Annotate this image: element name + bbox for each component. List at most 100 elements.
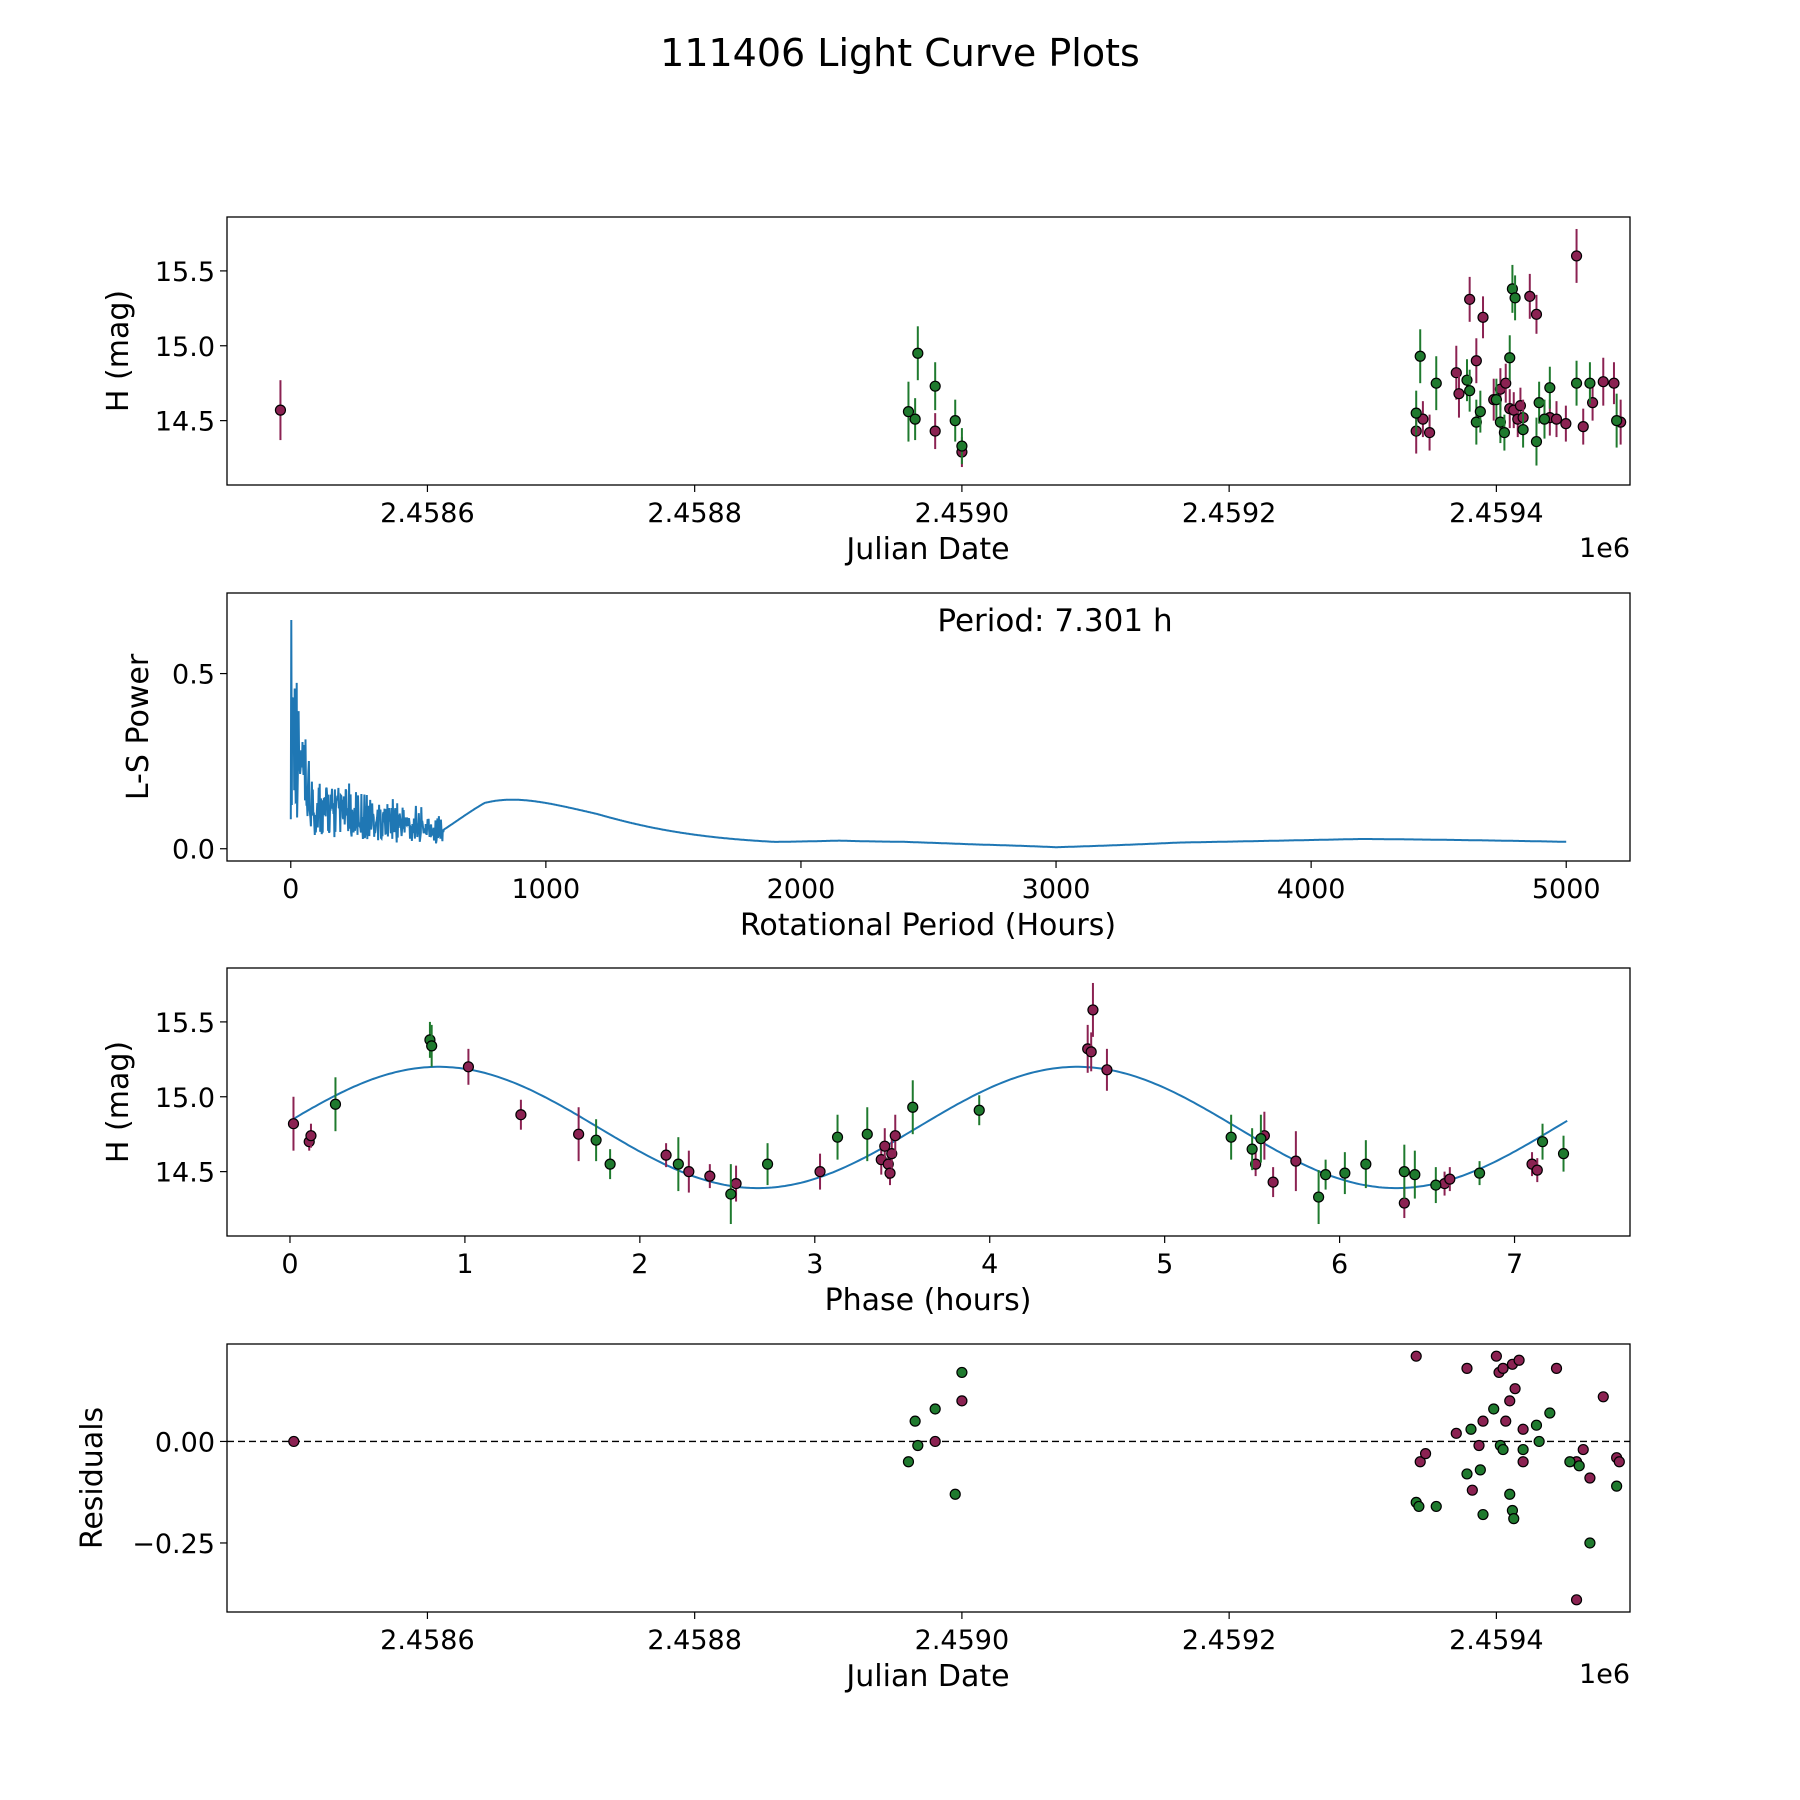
data-point-green: [761, 1158, 774, 1170]
residuals-xtick-label: 2.4588: [647, 1625, 741, 1656]
data-point-magenta: [462, 1061, 475, 1073]
data-point-magenta: [1087, 1004, 1099, 1016]
data-point-magenta: [1584, 1472, 1596, 1484]
light-curve-ticks: 2.4586 2.4588 2.4590 2.4592 2.4594 14.5 15.0 15…: [155, 257, 1544, 529]
data-point-magenta: [1550, 1362, 1563, 1374]
data-point-magenta: [889, 1130, 901, 1142]
light-curve-xlabel: Julian Date: [844, 532, 1009, 567]
data-point-green: [1570, 377, 1583, 389]
data-point-green: [1504, 1488, 1516, 1500]
data-point-green: [1313, 1191, 1325, 1203]
data-point-magenta: [1490, 1350, 1502, 1362]
phased-curve-ytick-label: 15.0: [155, 1083, 215, 1114]
data-point-green: [1413, 1500, 1425, 1513]
data-point-magenta: [1597, 1391, 1609, 1403]
data-point-magenta: [274, 404, 287, 416]
data-point-magenta: [1550, 413, 1563, 425]
data-point-magenta: [884, 1167, 896, 1179]
data-point-green: [902, 406, 915, 418]
data-point-green: [929, 1403, 941, 1415]
data-point-green: [956, 440, 968, 452]
data-point-green: [1398, 1166, 1410, 1178]
period-annotation: Period: 7.301 h: [937, 603, 1172, 639]
data-point-green: [426, 1040, 438, 1052]
data-point-green: [973, 1104, 985, 1116]
data-point-magenta: [1597, 376, 1609, 388]
data-point-green: [1246, 1143, 1258, 1155]
data-point-green: [1255, 1133, 1267, 1145]
periodogram-ytick-label: 0.0: [172, 835, 215, 866]
data-point-magenta: [1500, 1415, 1512, 1427]
light-curve-xtick-label: 2.4586: [380, 498, 474, 529]
data-point-magenta: [683, 1166, 695, 1178]
data-point-green: [1320, 1169, 1332, 1181]
residuals-xtick-label: 2.4586: [380, 1625, 474, 1656]
data-point-magenta: [1453, 388, 1465, 400]
periodogram-xtick-label: 0: [282, 874, 299, 905]
data-point-magenta: [1513, 1354, 1525, 1366]
data-point-green: [1414, 350, 1426, 362]
data-point-green: [831, 1131, 844, 1143]
periodogram-xtick-label: 5000: [1532, 874, 1601, 905]
data-point-magenta: [288, 1435, 300, 1448]
light-curve-ytick-label: 15.5: [155, 257, 215, 288]
data-point-green: [1339, 1167, 1351, 1179]
data-point-green: [1536, 1136, 1549, 1148]
phased-curve-marks: [287, 982, 1570, 1225]
data-point-green: [1410, 407, 1422, 419]
data-point-magenta: [1423, 426, 1436, 439]
phased-curve-xtick-label: 7: [1506, 1249, 1523, 1280]
data-point-green: [1517, 1443, 1529, 1456]
data-point-green: [907, 1101, 919, 1113]
data-point-green: [1538, 413, 1551, 425]
light-curve-frame: [226, 216, 1631, 486]
residuals-xtick-label: 2.4592: [1182, 1625, 1276, 1656]
light-curve-ylabel: H (mag): [101, 290, 136, 412]
data-point-green: [912, 347, 924, 359]
periodogram-ticks: 0 1000 2000 3000 4000 5000 0.0 0.5: [172, 660, 1601, 905]
data-point-green: [1497, 1443, 1509, 1456]
periodogram-marks: [289, 619, 1567, 849]
data-point-magenta: [573, 1128, 585, 1140]
phased-curve-ytick-label: 14.5: [155, 1158, 215, 1189]
data-point-magenta: [1466, 1484, 1478, 1496]
data-point-magenta: [1608, 377, 1620, 389]
data-point-magenta: [929, 1435, 941, 1448]
data-point-green: [1465, 1423, 1477, 1435]
phased-curve-xtick-label: 6: [1331, 1249, 1348, 1280]
residuals-ylabel: Residuals: [75, 1407, 110, 1549]
data-point-green: [725, 1188, 737, 1200]
residuals-ytick-label: −0.25: [132, 1529, 215, 1560]
data-point-green: [956, 1366, 968, 1379]
periodogram-panel: 0 1000 2000 3000 4000 5000 0.0 0.5 Period: 7.30…: [121, 592, 1631, 943]
data-point-magenta: [730, 1177, 742, 1190]
data-point-green: [909, 413, 921, 425]
data-point-green: [1530, 1419, 1543, 1431]
phased-curve-xlabel: Phase (hours): [825, 1283, 1032, 1318]
data-point-magenta: [1577, 421, 1589, 433]
periodogram-frame: [226, 592, 1631, 862]
data-point-green: [1409, 1169, 1421, 1181]
data-point-green: [1498, 426, 1510, 439]
phased-curve-ticks: 0 1 2 3 4 5 6 7 14.5 15.0 15.5: [155, 1008, 1523, 1280]
data-point-green: [1508, 1513, 1520, 1525]
data-point-magenta: [1560, 418, 1572, 430]
data-point-magenta: [929, 425, 941, 437]
data-point-magenta: [660, 1149, 672, 1161]
data-point-green: [1474, 406, 1486, 418]
phased-curve-xtick-label: 1: [456, 1249, 473, 1280]
phased-curve-ylabel: H (mag): [101, 1041, 136, 1163]
data-point-green: [909, 1415, 921, 1427]
data-point-magenta: [1570, 1594, 1583, 1606]
data-point-green: [1584, 377, 1596, 389]
data-point-magenta: [1613, 1456, 1625, 1468]
periodogram-xtick-label: 4000: [1277, 874, 1346, 905]
data-point-green: [861, 1128, 873, 1140]
data-point-magenta: [814, 1166, 826, 1178]
periodogram-ylabel: L-S Power: [121, 653, 156, 800]
data-point-green: [590, 1134, 602, 1146]
data-point-green: [1533, 397, 1545, 409]
data-point-green: [949, 415, 961, 427]
data-point-magenta: [1504, 1395, 1516, 1407]
data-point-magenta: [1101, 1064, 1113, 1076]
